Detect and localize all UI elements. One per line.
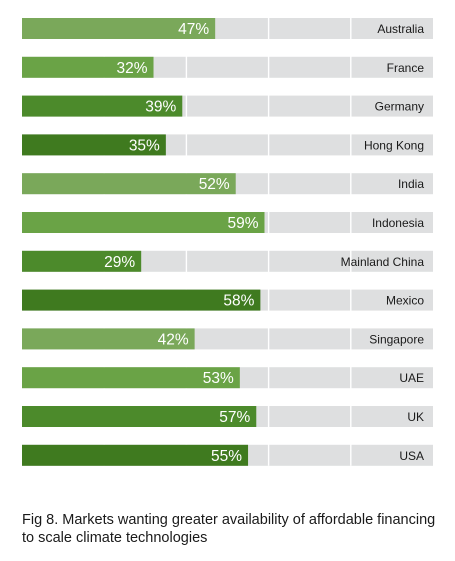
- category-label: UAE: [399, 371, 424, 385]
- bar-value-label: 57%: [219, 409, 250, 426]
- bar: [22, 406, 257, 427]
- bar: [22, 250, 142, 272]
- bar-value-label: 35%: [129, 137, 160, 154]
- bar: [22, 18, 216, 39]
- bar-tracks: [22, 18, 433, 466]
- bar-value-label: 53%: [203, 370, 234, 387]
- bar-value-label: 39%: [145, 99, 176, 116]
- bar-value-label: 32%: [116, 60, 147, 77]
- bars: [22, 18, 265, 466]
- bar: [22, 134, 166, 156]
- category-label: Hong Kong: [364, 138, 424, 152]
- gridlines: [103, 18, 352, 466]
- bar: [22, 173, 236, 195]
- category-label: Mexico: [386, 294, 424, 308]
- category-label: Mainland China: [341, 255, 425, 269]
- bar-value-label: 55%: [211, 448, 242, 465]
- bar-value-label: 59%: [227, 215, 258, 232]
- bar-value-label: 42%: [158, 331, 189, 348]
- bar: [22, 444, 249, 466]
- bar: [22, 289, 261, 311]
- category-label: Australia: [377, 22, 424, 36]
- category-label: Singapore: [369, 332, 424, 346]
- bar-value-label: 58%: [223, 293, 254, 310]
- figure-caption: Fig 8. Markets wanting greater availabil…: [22, 512, 436, 546]
- bar-value-label: 52%: [199, 176, 230, 193]
- category-label: Germany: [375, 100, 424, 114]
- category-label: France: [387, 61, 425, 75]
- category-label: USA: [399, 449, 424, 463]
- category-label: India: [398, 177, 424, 191]
- labels: 47% Australia 32% France 39% Germany 35% Hong K…: [104, 21, 424, 465]
- bar-value-label: 47%: [178, 21, 209, 38]
- bar-value-label: 29%: [104, 254, 135, 271]
- bar: [22, 367, 240, 389]
- bar: [22, 212, 265, 233]
- category-label: UK: [407, 410, 424, 424]
- bar: [22, 95, 183, 117]
- bar: [22, 56, 154, 78]
- category-label: Indonesia: [372, 216, 424, 230]
- bar-chart: 47% Australia 32% France 39% Germany 35% Hong K…: [22, 18, 433, 466]
- bar: [22, 328, 195, 350]
